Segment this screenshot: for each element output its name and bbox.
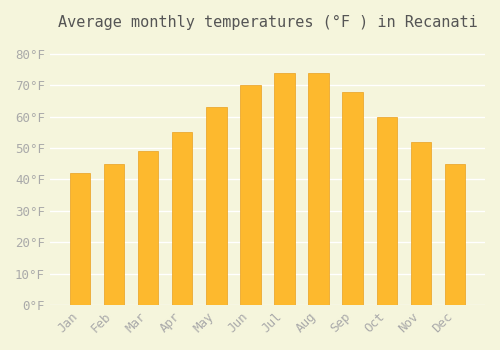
Bar <box>445 164 465 305</box>
Bar <box>274 73 294 305</box>
Bar <box>138 151 158 305</box>
Bar <box>70 173 90 305</box>
Bar <box>104 164 124 305</box>
Bar <box>410 142 431 305</box>
Bar <box>308 73 329 305</box>
Bar <box>376 117 397 305</box>
Title: Average monthly temperatures (°F ) in Recanati: Average monthly temperatures (°F ) in Re… <box>58 15 478 30</box>
Bar <box>342 91 363 305</box>
Bar <box>240 85 260 305</box>
Bar <box>206 107 227 305</box>
Bar <box>172 132 193 305</box>
